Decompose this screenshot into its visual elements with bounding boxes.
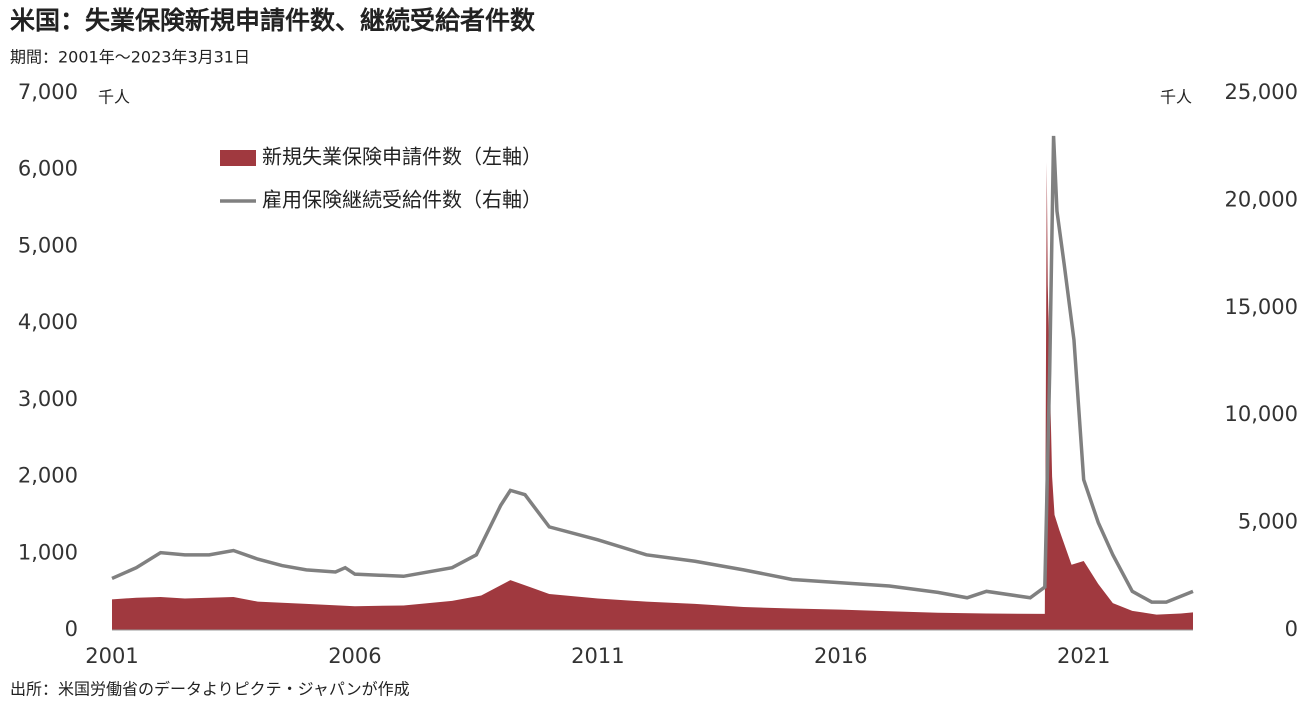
y2-tick-label: 15,000 [1225,295,1298,319]
y2-tick-label: 25,000 [1225,80,1298,104]
chart-subtitle: 期間：2001年～2023年3月31日 [10,48,250,67]
y2-tick-label: 20,000 [1225,187,1298,211]
y2-tick-label: 0 [1285,617,1298,641]
x-tick-label: 2006 [328,644,381,668]
legend-swatch [220,150,256,166]
chart-title: 米国：失業保険新規申請件数、継続受給者件数 [10,6,536,35]
y-unit: 千人 [98,88,130,107]
claims-area [112,162,1193,631]
y-tick-label: 7,000 [18,80,78,104]
legend-label: 新規失業保険申請件数（左軸） [262,145,542,169]
legend-label: 雇用保険継続受給件数（右軸） [262,188,542,212]
continued-line [111,135,1194,604]
x-tick-label: 2016 [814,644,867,668]
y-tick-label: 3,000 [18,387,78,411]
y2-tick-label: 5,000 [1238,510,1298,534]
y-tick-label: 2,000 [18,464,78,488]
y-tick-label: 0 [65,617,78,641]
x-tick-label: 2021 [1057,644,1110,668]
y-tick-label: 4,000 [18,310,78,334]
y-tick-label: 1,000 [18,540,78,564]
x-tick-label: 2001 [85,644,138,668]
y2-tick-label: 10,000 [1225,402,1298,426]
y-tick-label: 6,000 [18,157,78,181]
source-note: 出所：米国労働省のデータよりピクテ・ジャパンが作成 [10,680,410,699]
y-tick-label: 5,000 [18,233,78,257]
y2-unit: 千人 [1160,88,1192,107]
x-tick-label: 2011 [571,644,624,668]
